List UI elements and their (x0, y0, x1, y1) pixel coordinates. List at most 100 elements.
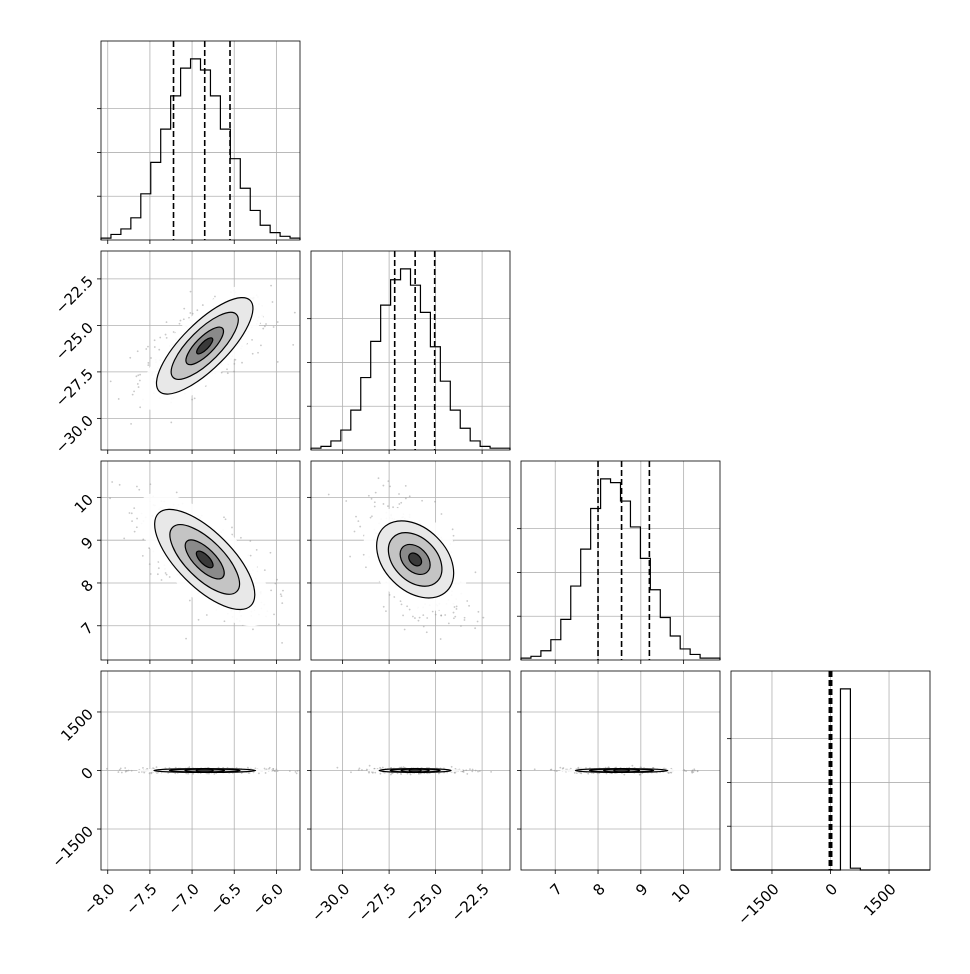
sample-point (168, 576, 171, 578)
sample-point (130, 769, 133, 772)
sample-point (453, 771, 456, 774)
sample-point (220, 371, 223, 374)
sample-point (272, 326, 275, 328)
sample-point (129, 356, 132, 359)
sample-point (133, 530, 136, 533)
sample-point (466, 773, 469, 775)
y-tick-label: −30.0 (52, 412, 97, 457)
density-contour (613, 768, 630, 773)
sample-point (409, 773, 412, 776)
sample-point (361, 769, 363, 771)
sample-point (271, 769, 274, 772)
sample-point (273, 769, 276, 772)
sample-point (147, 345, 149, 348)
sample-point (454, 615, 457, 618)
sample-point (265, 323, 267, 325)
sample-point (453, 606, 456, 608)
panel-frame (520, 460, 721, 661)
sample-point (137, 374, 140, 377)
sample-point (179, 319, 182, 322)
sample-point (463, 619, 466, 621)
sample-point (159, 336, 162, 339)
sample-point (223, 620, 226, 623)
sample-point (124, 767, 127, 769)
sample-point (357, 769, 360, 771)
sample-point (685, 770, 688, 773)
sample-point (153, 346, 156, 348)
sample-point (136, 517, 138, 520)
sample-point (561, 767, 564, 770)
sample-point (350, 771, 352, 774)
sample-point (240, 536, 242, 539)
sample-point (120, 771, 123, 774)
y-tick-label: 1500 (57, 705, 97, 745)
sample-point (406, 605, 409, 608)
sample-point (640, 766, 642, 769)
sample-point (596, 772, 599, 775)
sample-point (440, 614, 443, 617)
sample-point (208, 772, 210, 775)
sample-point (165, 573, 168, 576)
sample-point (274, 582, 277, 585)
sample-point (419, 772, 422, 775)
panel-0-0 (97, 40, 301, 244)
sample-point (404, 484, 407, 487)
density-contour (408, 768, 422, 773)
sample-point (188, 316, 190, 319)
sample-point (118, 483, 121, 486)
sample-point (178, 322, 181, 325)
density-contour (196, 337, 214, 355)
sample-point (137, 386, 140, 388)
sample-point (272, 768, 275, 770)
sample-point (374, 491, 377, 494)
sample-point (251, 338, 253, 341)
sample-point (440, 513, 443, 515)
panel-3-3 (727, 670, 931, 874)
sample-point (631, 764, 634, 767)
sample-point (136, 383, 139, 385)
sample-point (434, 500, 436, 503)
sample-point (156, 772, 158, 774)
sample-point (150, 357, 152, 359)
sample-point (382, 484, 385, 487)
sample-point (249, 554, 252, 557)
sample-point (404, 497, 407, 500)
sample-point (226, 368, 228, 371)
sample-point (294, 770, 297, 773)
sample-point (365, 566, 367, 569)
sample-point (142, 538, 145, 541)
sample-point (170, 421, 173, 424)
x-tick-label: 8 (589, 880, 608, 899)
sample-point (263, 325, 266, 328)
panel-frame (520, 670, 721, 871)
y-tick-label: 8 (78, 576, 97, 595)
panel-frame (100, 250, 301, 451)
sample-point (439, 638, 442, 640)
sample-point (691, 769, 694, 772)
sample-point (191, 398, 194, 401)
sample-point (262, 327, 265, 330)
histogram-step (520, 478, 721, 660)
sample-point (477, 770, 479, 773)
sample-point (390, 773, 392, 776)
sample-point (188, 599, 191, 602)
sample-point (452, 611, 455, 614)
sample-point (150, 772, 153, 775)
sample-point (136, 350, 139, 353)
sample-point (638, 773, 641, 776)
sample-point (131, 393, 134, 396)
sample-point (295, 772, 298, 775)
sample-point (455, 608, 458, 610)
x-tick-label: −7.0 (164, 880, 202, 918)
sample-point (148, 563, 151, 565)
sample-point (263, 767, 266, 770)
y-tick-label: 10 (71, 491, 97, 517)
sample-point (373, 501, 376, 504)
x-tick-label: −6.0 (249, 880, 287, 918)
sample-point (147, 364, 150, 366)
sample-point (189, 290, 192, 293)
sample-point (268, 766, 271, 769)
sample-point (276, 578, 278, 581)
sample-point (138, 771, 140, 774)
